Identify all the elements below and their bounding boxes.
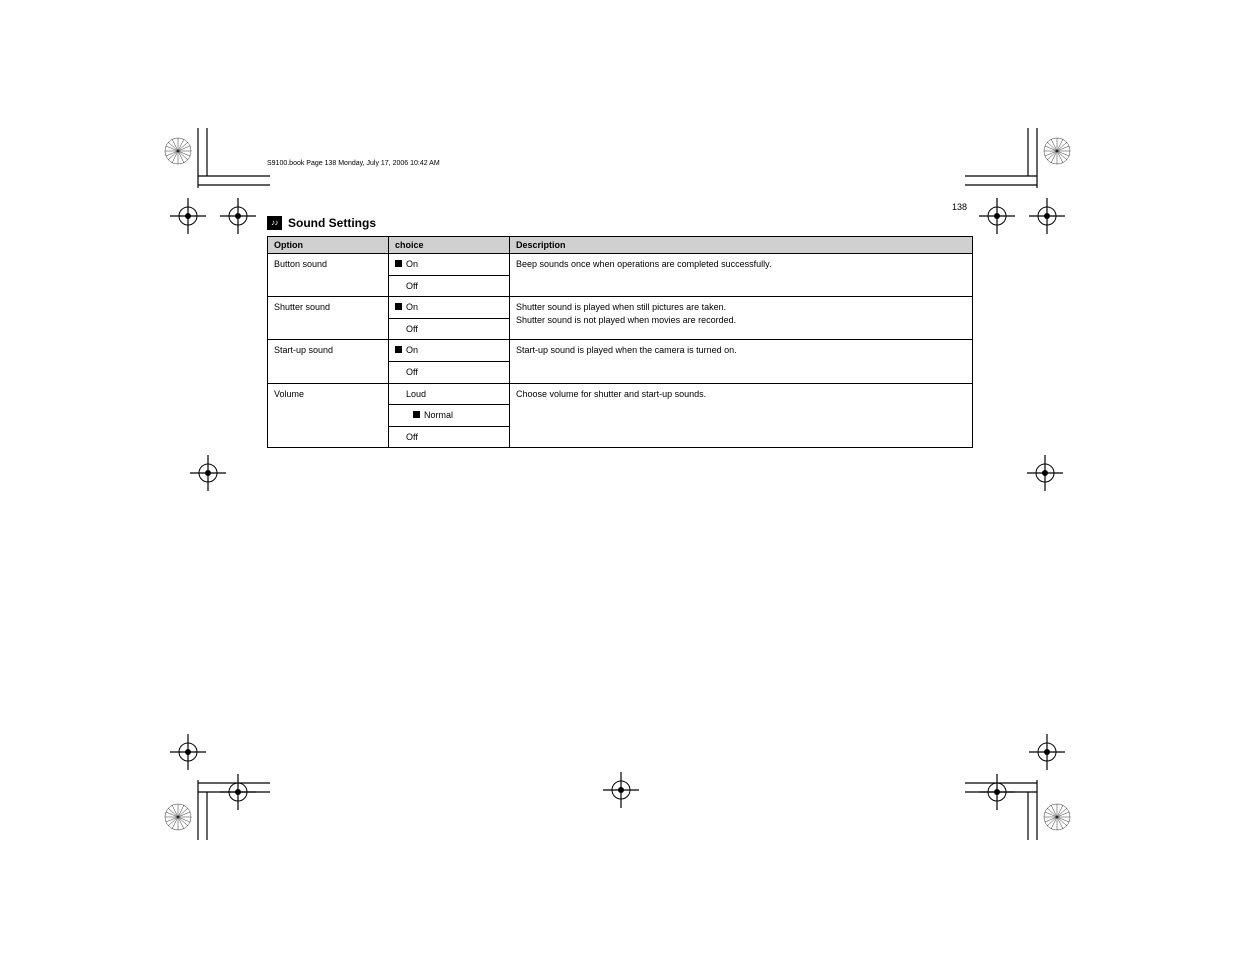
- cell-choice: Normal: [389, 405, 510, 427]
- crop-mark-top-right: [965, 128, 1085, 248]
- cell-description: Start-up sound is played when the camera…: [510, 340, 973, 383]
- sound-settings-icon: ♪♪: [267, 216, 282, 230]
- table-row: VolumeLoudChoose volume for shutter and …: [268, 383, 973, 405]
- choice-label: On: [406, 258, 503, 271]
- choice-label: On: [406, 344, 503, 357]
- section-title: Sound Settings: [288, 216, 376, 230]
- default-marker-icon: [395, 260, 402, 267]
- col-choice: choice: [389, 237, 510, 254]
- crop-mark-mid-right: [1005, 443, 1085, 503]
- cell-description: Choose volume for shutter and start-up s…: [510, 383, 973, 448]
- default-marker-icon: [395, 346, 402, 353]
- cell-option: Start-up sound: [268, 340, 389, 383]
- choice-label: Loud: [406, 388, 503, 401]
- cell-choice: Off: [389, 318, 510, 340]
- choice-label: Off: [406, 366, 503, 379]
- cell-description: Beep sounds once when operations are com…: [510, 254, 973, 297]
- cell-choice: On: [389, 297, 510, 319]
- table-row: Button soundOnBeep sounds once when oper…: [268, 254, 973, 276]
- cell-option: Button sound: [268, 254, 389, 297]
- sound-settings-table: Option choice Description Button soundOn…: [267, 236, 973, 448]
- print-header-text: S9100.book Page 138 Monday, July 17, 200…: [267, 160, 440, 167]
- default-marker-icon: [413, 411, 420, 418]
- col-description: Description: [510, 237, 973, 254]
- page-number: 138: [952, 202, 967, 212]
- choice-label: Off: [406, 323, 503, 336]
- cell-choice: On: [389, 340, 510, 362]
- table-row: Shutter soundOnShutter sound is played w…: [268, 297, 973, 319]
- crop-mark-bottom-center: [581, 760, 661, 820]
- crop-mark-bottom-right: [965, 720, 1085, 840]
- cell-option: Shutter sound: [268, 297, 389, 340]
- crop-mark-bottom-left: [150, 720, 270, 840]
- cell-description: Shutter sound is played when still pictu…: [510, 297, 973, 340]
- cell-choice: Loud: [389, 383, 510, 405]
- cell-choice: Off: [389, 361, 510, 383]
- cell-choice: Off: [389, 426, 510, 448]
- choice-label: Normal: [424, 409, 503, 422]
- choice-label: Off: [406, 280, 503, 293]
- cell-choice: Off: [389, 275, 510, 297]
- print-header-line: S9100.book Page 138 Monday, July 17, 200…: [267, 160, 973, 167]
- table-row: Start-up soundOnStart-up sound is played…: [268, 340, 973, 362]
- cell-option: Volume: [268, 383, 389, 448]
- choice-label: Off: [406, 431, 503, 444]
- default-marker-icon: [395, 303, 402, 310]
- crop-mark-mid-left: [150, 443, 230, 503]
- crop-mark-top-left: [150, 128, 270, 248]
- choice-label: On: [406, 301, 503, 314]
- cell-choice: On: [389, 254, 510, 276]
- page-content: 138 ♪♪ Sound Settings Option choice Desc…: [267, 216, 973, 448]
- table-header-row: Option choice Description: [268, 237, 973, 254]
- col-option: Option: [268, 237, 389, 254]
- section-header: ♪♪ Sound Settings: [267, 216, 973, 230]
